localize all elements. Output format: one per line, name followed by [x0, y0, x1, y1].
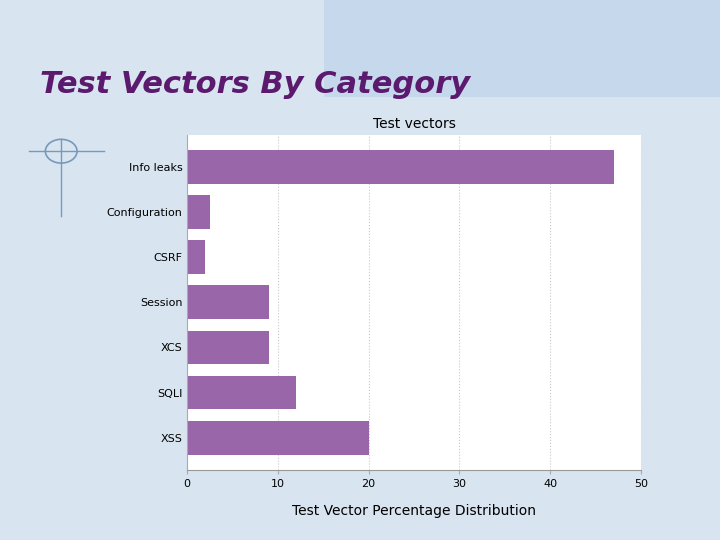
- Title: Test vectors: Test vectors: [372, 117, 456, 131]
- Bar: [187, 150, 613, 184]
- Bar: [187, 286, 269, 319]
- Bar: [187, 240, 205, 274]
- Bar: [187, 330, 269, 365]
- Bar: [187, 376, 296, 409]
- Bar: [187, 421, 369, 455]
- Text: Test Vector Percentage Distribution: Test Vector Percentage Distribution: [292, 504, 536, 518]
- Bar: [187, 195, 210, 229]
- Text: Test Vectors By Category: Test Vectors By Category: [40, 70, 469, 99]
